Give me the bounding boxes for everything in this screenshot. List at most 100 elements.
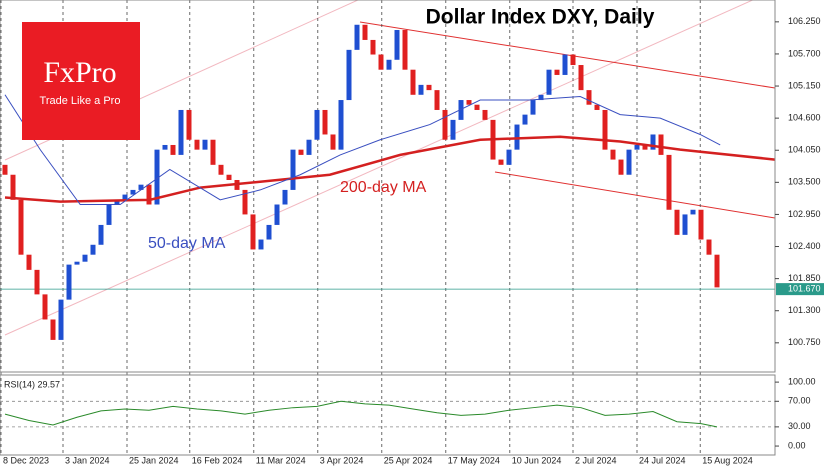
x-tick-label: 24 Jul 2024 bbox=[639, 455, 686, 465]
candle-body bbox=[554, 69, 560, 75]
candle-body bbox=[194, 139, 200, 150]
y-tick-label: 101.850 bbox=[788, 273, 821, 283]
candle-body bbox=[410, 69, 416, 95]
last-price-label: 101.670 bbox=[788, 284, 821, 294]
candle-body bbox=[466, 100, 472, 105]
candle-body bbox=[338, 100, 344, 150]
x-tick-label: 16 Feb 2024 bbox=[192, 455, 243, 465]
candle-body bbox=[50, 319, 56, 340]
candle-body bbox=[698, 209, 704, 240]
y-tick-label: 100.750 bbox=[788, 337, 821, 347]
candle-body bbox=[474, 104, 480, 110]
candle-body bbox=[258, 239, 264, 250]
y-tick-label: 101.300 bbox=[788, 305, 821, 315]
candle-body bbox=[218, 164, 224, 175]
main-frame bbox=[0, 0, 776, 373]
candle-body bbox=[450, 119, 456, 140]
candle-body bbox=[658, 134, 664, 155]
y-tick-label: 30.00 bbox=[788, 421, 811, 431]
candle-body bbox=[106, 204, 112, 225]
candle-body bbox=[458, 100, 464, 120]
candle-body bbox=[242, 189, 248, 215]
y-tick-label: 105.700 bbox=[788, 48, 821, 58]
candle-body bbox=[498, 159, 504, 165]
candle-body bbox=[418, 84, 424, 95]
candle-body bbox=[402, 30, 408, 70]
candle-body bbox=[146, 184, 152, 205]
x-tick-label: 8 Dec 2023 bbox=[3, 455, 49, 465]
candle-body bbox=[18, 199, 24, 255]
annotation: 200-day MA bbox=[340, 179, 427, 196]
candle-body bbox=[178, 109, 184, 155]
last-price-box bbox=[776, 283, 824, 296]
y-tick-label: 106.250 bbox=[788, 16, 821, 26]
y-tick-label: 104.600 bbox=[788, 113, 821, 123]
candle-body bbox=[642, 144, 648, 150]
candle-body bbox=[74, 261, 80, 265]
candle-body bbox=[386, 59, 392, 70]
logo: FxPro Trade Like a Pro bbox=[22, 22, 140, 140]
x-tick-label: 10 Jun 2024 bbox=[512, 455, 562, 465]
x-tick-label: 2 Jul 2024 bbox=[575, 455, 617, 465]
logo-name: FxPro bbox=[43, 56, 116, 89]
candle-body bbox=[370, 39, 376, 55]
chart-title: Dollar Index DXY, Daily bbox=[426, 6, 655, 29]
candle-body bbox=[58, 299, 64, 340]
x-tick-label: 17 May 2024 bbox=[448, 455, 500, 465]
candle-body bbox=[114, 199, 120, 205]
candle-body bbox=[674, 209, 680, 235]
candle-body bbox=[530, 100, 536, 115]
x-tick-label: 3 Apr 2024 bbox=[320, 455, 364, 465]
rsi-frame bbox=[0, 374, 776, 456]
candle-body bbox=[90, 244, 96, 255]
candle-body bbox=[314, 109, 320, 140]
candle-body bbox=[10, 174, 16, 200]
candle-body bbox=[82, 254, 88, 262]
candle-body bbox=[98, 224, 104, 245]
candle-body bbox=[66, 264, 72, 300]
candle-body bbox=[138, 184, 144, 190]
candle-body bbox=[514, 124, 520, 150]
candle-body bbox=[706, 239, 712, 255]
candle-body bbox=[274, 204, 280, 225]
y-tick-label: 102.400 bbox=[788, 241, 821, 251]
candle-body bbox=[346, 49, 352, 101]
candle-body bbox=[538, 94, 544, 101]
candle-body bbox=[442, 109, 448, 140]
candle-body bbox=[506, 149, 512, 165]
candle-body bbox=[298, 149, 304, 155]
candle-body bbox=[378, 54, 384, 70]
y-tick-label: 102.950 bbox=[788, 209, 821, 219]
candle-body bbox=[26, 254, 32, 270]
candle-body bbox=[154, 149, 160, 205]
y-tick-label: 105.150 bbox=[788, 80, 821, 90]
candle-body bbox=[186, 109, 192, 140]
candle-body bbox=[522, 114, 528, 125]
candle-body bbox=[634, 144, 640, 150]
candle-body bbox=[562, 54, 568, 75]
y-tick-label: 103.500 bbox=[788, 177, 821, 187]
candle-body bbox=[586, 90, 592, 105]
grid bbox=[0, 0, 775, 455]
candle-body bbox=[210, 139, 216, 165]
candle-body bbox=[2, 164, 8, 175]
y-tick-label: 104.050 bbox=[788, 145, 821, 155]
candle-body bbox=[362, 24, 368, 40]
y-tick-label: 0.00 bbox=[788, 440, 806, 450]
candle-body bbox=[610, 149, 616, 160]
candle-body bbox=[122, 194, 128, 200]
candle-body bbox=[626, 149, 632, 175]
x-tick-label: 25 Apr 2024 bbox=[384, 455, 433, 465]
x-tick-label: 25 Jan 2024 bbox=[129, 455, 179, 465]
logo-tagline: Trade Like a Pro bbox=[40, 95, 121, 107]
candle-body bbox=[202, 139, 208, 150]
candle-body bbox=[426, 84, 432, 91]
rsi-line bbox=[4, 400, 718, 428]
candle-body bbox=[162, 144, 168, 150]
candle-body bbox=[354, 24, 360, 50]
candle-body bbox=[546, 69, 552, 95]
x-tick-label: 3 Jan 2024 bbox=[65, 455, 110, 465]
ma-line bbox=[4, 94, 721, 206]
candle-body bbox=[666, 154, 672, 210]
candle-body bbox=[250, 214, 256, 250]
